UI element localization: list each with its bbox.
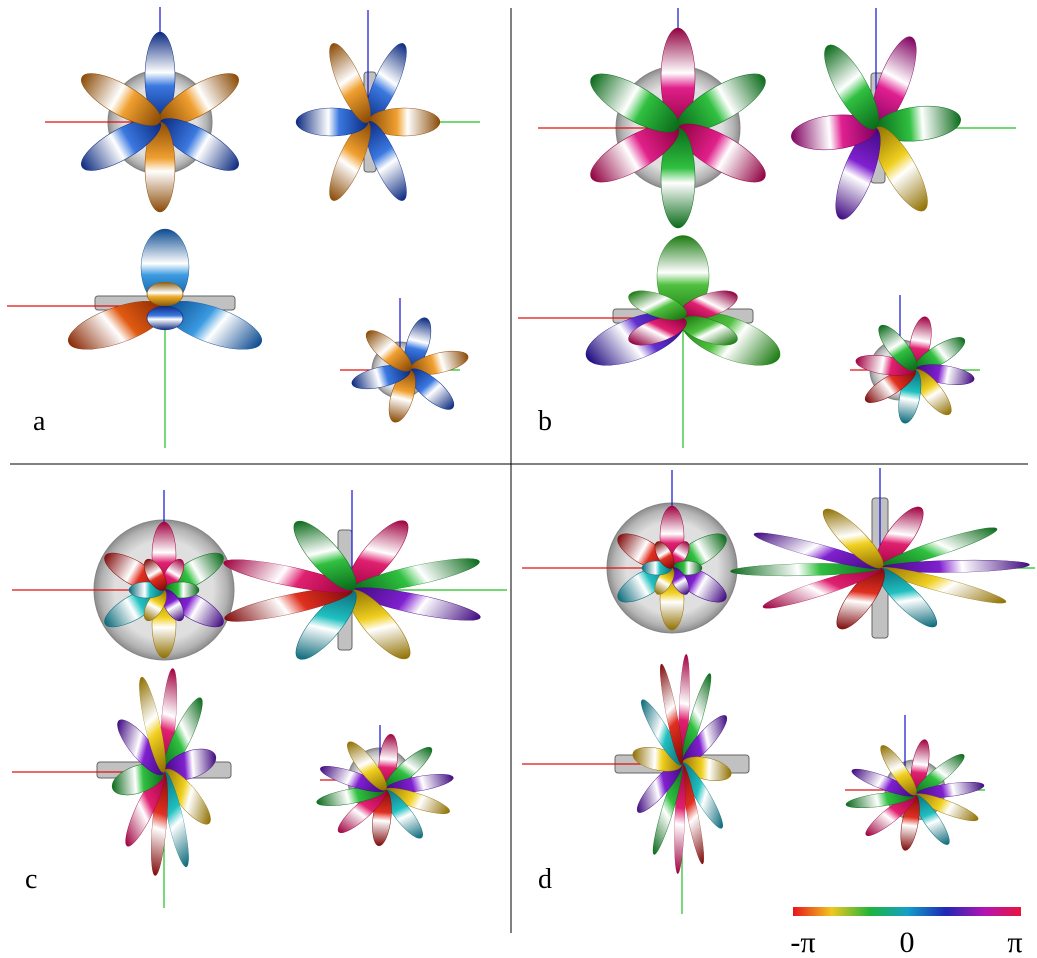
lobe: [880, 745, 917, 796]
panel-label: c: [25, 864, 37, 895]
lobe: [365, 330, 412, 372]
lobe-shape: [660, 663, 684, 765]
lobe: [822, 508, 884, 569]
lobe-shape: [824, 44, 879, 130]
colorbar-label: π: [1007, 926, 1022, 958]
lobe-shape: [81, 73, 161, 126]
lobe-shape: [329, 43, 371, 123]
lobe: [878, 324, 918, 371]
lobe-shape: [139, 676, 166, 773]
lobe: [347, 741, 387, 791]
renderings: [7, 7, 1035, 914]
panel-label: b: [538, 406, 552, 437]
lobe-shape: [654, 541, 675, 569]
lobe-shape: [146, 281, 184, 307]
lobe: [143, 558, 167, 591]
panel-label: d: [538, 864, 552, 895]
lobe-shape: [347, 741, 387, 791]
lobe: [329, 43, 371, 123]
lobe-shape: [293, 520, 357, 591]
lobe: [654, 541, 675, 569]
lobe-shape: [822, 508, 884, 569]
colorbar-label: -π: [790, 926, 815, 958]
lobe: [293, 520, 357, 591]
panel-label: a: [33, 406, 46, 437]
lobe-shape: [146, 305, 184, 331]
colorbar: [793, 907, 1021, 916]
lobe: [146, 305, 184, 331]
lobe-shape: [628, 290, 687, 320]
lobe: [628, 290, 687, 320]
lobe-shape: [143, 558, 167, 591]
lobe-shape: [365, 330, 412, 372]
colorbar-label: 0: [900, 926, 915, 958]
lobe: [81, 73, 161, 126]
lobe-shape: [878, 324, 918, 371]
lobe-shape: [590, 73, 680, 133]
lobe: [139, 676, 166, 773]
lobe: [824, 44, 879, 130]
lobe: [590, 73, 680, 133]
lobe: [660, 663, 684, 765]
lobe: [146, 281, 184, 307]
lobe-shape: [880, 745, 917, 796]
